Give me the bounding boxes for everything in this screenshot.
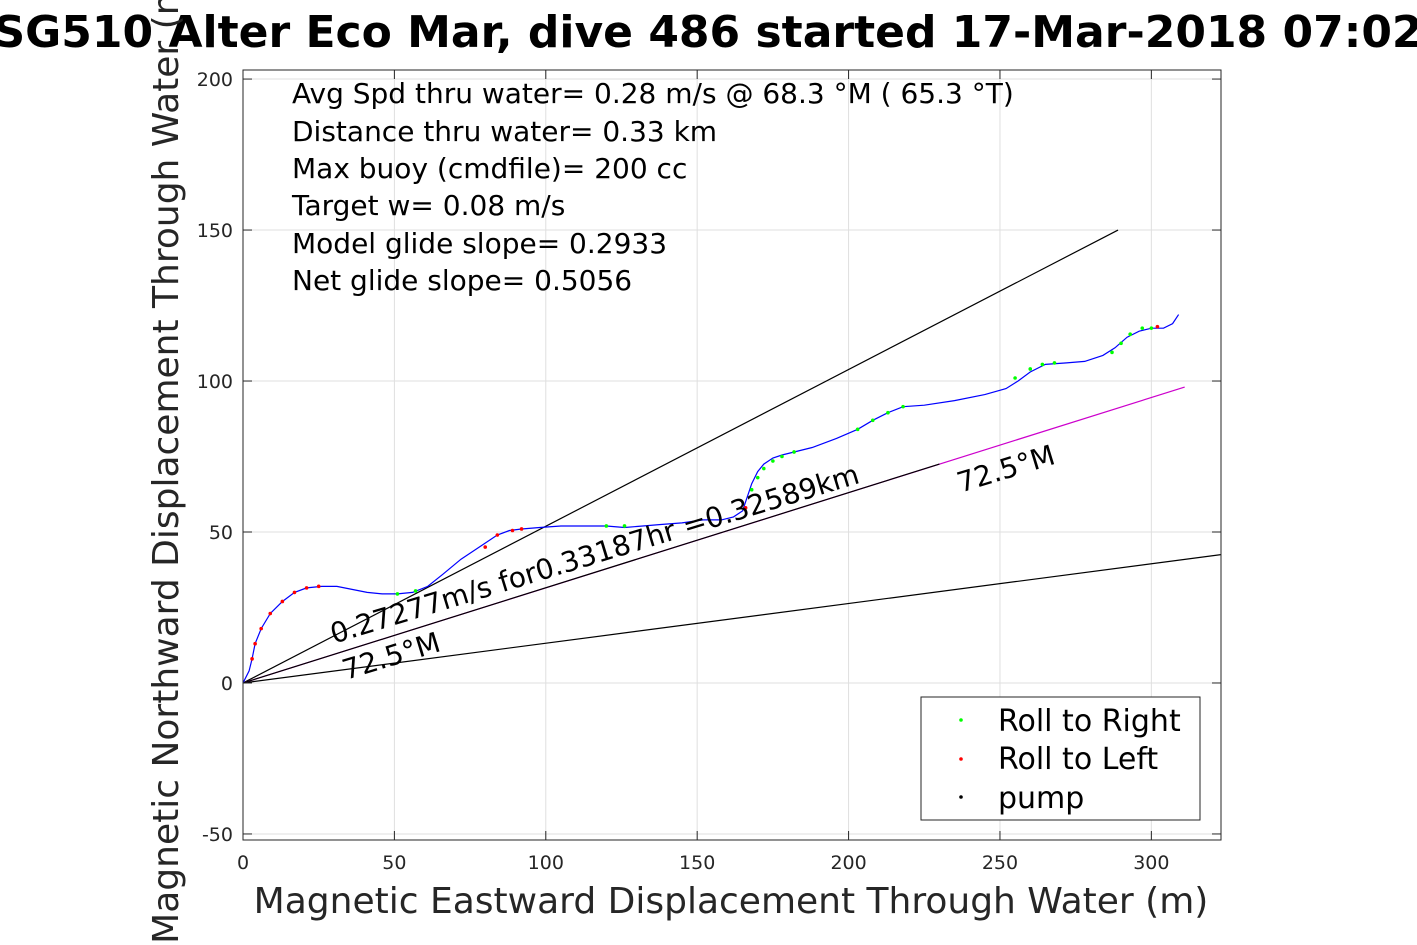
roll-right-point-6 [761,466,766,471]
roll-right-point-16 [1040,362,1045,367]
roll-right-point-10 [855,427,860,432]
roll-left-point-7 [316,584,321,589]
roll-left-point-9 [495,533,500,537]
roll-left-point-1 [253,641,257,646]
y-tick-label-2: 50 [209,522,233,544]
roll-right-point-18 [1110,350,1114,355]
roll-right-point-7 [771,459,775,463]
roll-right-point-4 [749,487,754,492]
roll-left-point-13 [1155,324,1160,329]
roll-left-point-2 [259,626,263,631]
roll-right-point-11 [870,418,875,423]
legend-box [920,696,1201,821]
y-tick-label-3: 100 [197,371,233,393]
roll-right-point-19 [1119,341,1123,346]
x-tick-label-2: 100 [528,852,564,874]
x-tick-label-6: 300 [1133,852,1169,874]
x-tick-label-3: 150 [679,852,715,874]
roll-right-point-3 [622,524,627,528]
y-tick-label-4: 150 [197,220,233,242]
y-tick-label-5: 200 [197,69,233,91]
y-tick-label-1: 0 [221,673,233,695]
info-line-3: Target w= 0.08 m/s [291,189,565,222]
x-tick-label-1: 50 [382,852,406,874]
x-tick-label-4: 200 [830,852,866,874]
roll-right-point-13 [901,404,905,409]
roll-left-point-5 [292,590,297,595]
legend-marker-roll-right [959,718,963,722]
roll-left-point-10 [510,528,515,533]
roll-right-point-1 [413,589,418,593]
x-tick-label-5: 250 [982,852,1018,874]
y-axis-label: Magnetic Northward Displacement Through … [146,0,187,944]
x-axis-label: Magnetic Eastward Displacement Through W… [254,881,1209,922]
roll-right-point-0 [395,592,400,596]
track-layer [243,314,1180,684]
info-box: Avg Spd thru water= 0.28 m/s @ 68.3 °M (… [291,77,1014,297]
roll-right-point-9 [792,450,796,454]
roll-left-point-8 [483,545,488,549]
info-line-1: Distance thru water= 0.33 km [292,115,717,148]
roll-left-point-11 [519,527,524,531]
info-line-4: Model glide slope= 0.2933 [292,227,667,260]
roll-left-point-4 [280,599,285,604]
roll-right-point-2 [604,524,609,528]
roll-right-point-15 [1028,367,1033,371]
roll-left-point-6 [304,586,309,590]
roll-right-point-22 [1149,326,1154,330]
legend-label-pump: pump [998,781,1084,816]
roll-right-point-20 [1128,332,1132,337]
y-tick-label-0: -50 [202,824,233,846]
legend-label-roll-left: Roll to Left [998,742,1158,777]
legend: Roll to Right Roll to Left pump [920,696,1201,821]
reference-lines [243,229,1221,684]
plot-frame [242,69,1222,841]
legend-marker-pump [959,795,963,799]
info-line-2: Max buoy (cmdfile)= 200 cc [292,152,687,185]
x-tick-label-0: 0 [237,852,249,874]
reference-line-3 [243,463,940,684]
chart-title: SG510 Alter Eco Mar, dive 486 started 17… [0,7,1417,58]
marker-points [250,324,1160,661]
roll-right-point-14 [1013,376,1017,380]
roll-left-point-0 [250,657,254,661]
info-line-0: Avg Spd thru water= 0.28 m/s @ 68.3 °M (… [292,77,1014,110]
legend-label-roll-right: Roll to Right [998,704,1181,739]
roll-right-point-5 [755,475,760,480]
reference-line-1 [243,554,1221,684]
roll-left-point-3 [268,611,273,616]
roll-right-point-8 [780,454,784,459]
reference-line-0 [243,229,1119,684]
info-line-5: Net glide slope= 0.5056 [292,264,632,297]
roll-right-point-21 [1140,326,1145,330]
legend-marker-roll-left [959,757,963,761]
roll-left-point-12 [743,506,748,510]
track-line [243,314,1180,684]
roll-right-point-12 [886,410,890,415]
roll-right-point-17 [1052,361,1057,365]
